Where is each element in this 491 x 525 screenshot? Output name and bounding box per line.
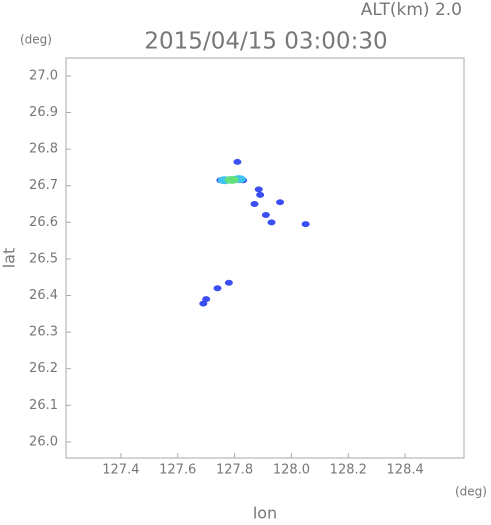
x-tick-label: 127.4 xyxy=(102,463,139,478)
x-unit: (deg) xyxy=(455,485,487,499)
x-tick-label: 128.0 xyxy=(273,463,310,478)
x-tick-label: 127.8 xyxy=(216,463,253,478)
chart-title: 2015/04/15 03:00:30 xyxy=(144,29,387,55)
echo-point xyxy=(199,300,208,307)
x-axis-label: lon xyxy=(253,504,277,522)
echo-point xyxy=(224,279,233,286)
x-tick-label: 127.6 xyxy=(159,463,196,478)
y-tick-label: 26.3 xyxy=(29,325,58,340)
y-tick-label: 26.6 xyxy=(29,215,58,230)
y-tick-label: 27.0 xyxy=(29,68,58,83)
y-tick-label: 26.7 xyxy=(29,178,58,193)
plot-frame xyxy=(65,57,465,459)
echo-point xyxy=(250,201,259,208)
y-unit: (deg) xyxy=(20,33,52,47)
echo-point xyxy=(267,219,276,226)
x-tick-label: 128.2 xyxy=(330,463,367,478)
y-tick-label: 26.4 xyxy=(29,288,58,303)
y-tick-label: 26.9 xyxy=(29,105,58,120)
echo-point xyxy=(224,175,239,184)
y-tick-label: 26.5 xyxy=(29,251,58,266)
echo-point xyxy=(261,211,270,218)
y-tick-label: 26.0 xyxy=(29,434,58,449)
y-tick-label: 26.1 xyxy=(29,398,58,413)
echo-point xyxy=(276,199,285,206)
echo-point xyxy=(213,285,222,292)
echo-point xyxy=(256,191,265,198)
y-axis-label: lat xyxy=(0,248,19,269)
y-tick-label: 26.8 xyxy=(29,142,58,157)
echo-point xyxy=(301,221,310,228)
echo-point xyxy=(233,158,242,165)
y-tick-label: 26.2 xyxy=(29,361,58,376)
chart-subtitle: ALT(km) 2.0 xyxy=(361,0,462,20)
x-tick-label: 128.4 xyxy=(387,463,424,478)
echo-point xyxy=(254,186,263,193)
